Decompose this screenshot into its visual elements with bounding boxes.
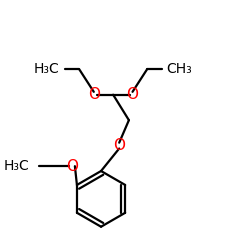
Text: O: O — [66, 159, 78, 174]
Text: O: O — [126, 87, 138, 102]
Text: H₃C: H₃C — [4, 159, 30, 173]
Text: CH₃: CH₃ — [166, 62, 192, 76]
Text: O: O — [113, 138, 125, 153]
Text: O: O — [88, 87, 100, 102]
Text: H₃C: H₃C — [34, 62, 60, 76]
